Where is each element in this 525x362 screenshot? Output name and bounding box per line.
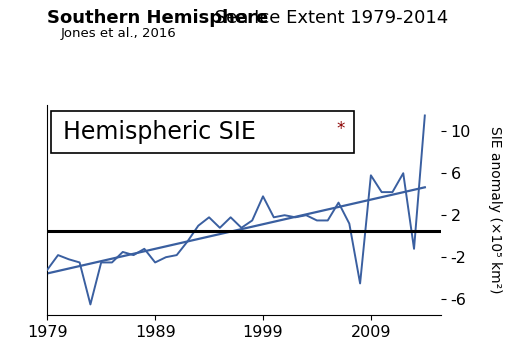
Text: Sea Ice Extent 1979-2014: Sea Ice Extent 1979-2014 <box>209 9 448 27</box>
Text: Southern Hemisphere: Southern Hemisphere <box>47 9 268 27</box>
Text: *: * <box>337 120 345 138</box>
Bar <box>51 111 354 153</box>
Text: Hemispheric SIE: Hemispheric SIE <box>63 120 256 144</box>
Y-axis label: SIE anomaly (×10⁵ km²): SIE anomaly (×10⁵ km²) <box>488 126 502 294</box>
Text: Jones et al., 2016: Jones et al., 2016 <box>60 27 176 40</box>
